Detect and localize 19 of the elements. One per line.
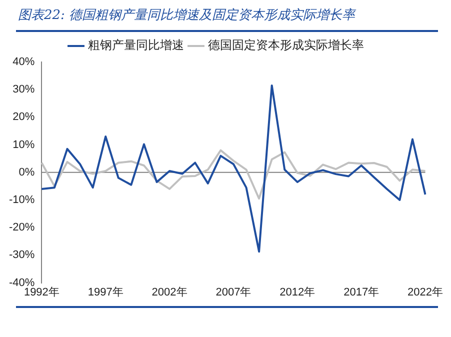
y-tick-label: 30% [12, 84, 35, 96]
legend-label: 粗钢产量同比增速 [88, 38, 184, 52]
x-tick-label: 2007年 [216, 286, 252, 298]
y-tick-label: 40% [12, 56, 35, 68]
chart-title: 图表22: 德国粗钢产量同比增速及固定资本形成实际增长率 [17, 7, 358, 25]
y-tick-label: 20% [12, 111, 35, 124]
x-tick-label: 2002年 [152, 286, 188, 298]
legend-label: 德国固定资本形成实际增长率 [208, 38, 364, 52]
x-tick-label: 2017年 [344, 286, 380, 298]
y-tick-label: -20% [8, 222, 35, 234]
x-tick-label: 2012年 [280, 286, 316, 298]
y-tick-label: -40% [8, 276, 35, 289]
y-tick-label: 10% [12, 138, 35, 151]
x-tick-label: 1992年 [24, 286, 60, 298]
y-tick-label: 0% [18, 166, 35, 178]
x-tick-label: 1997年 [88, 286, 124, 298]
x-tick-label: 2022年 [408, 286, 444, 298]
y-tick-label: -10% [8, 194, 35, 206]
y-tick-label: -30% [8, 249, 35, 262]
